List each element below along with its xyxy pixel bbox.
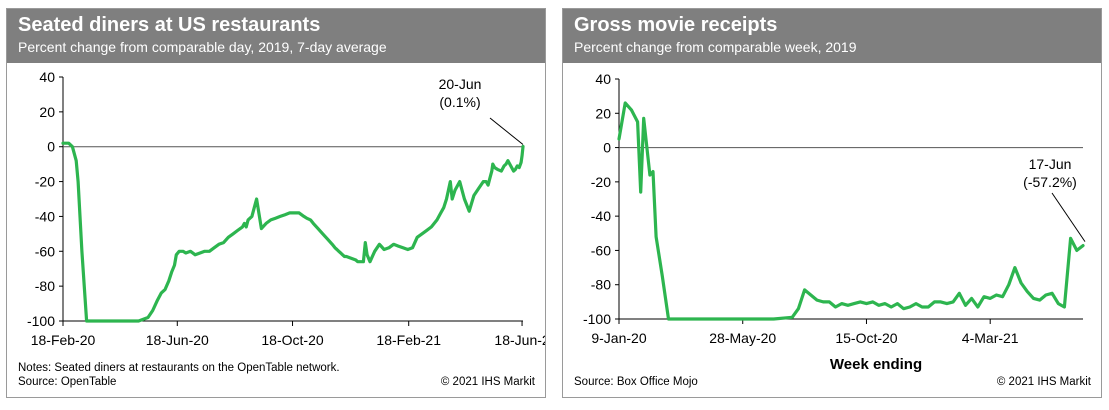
y-tick-label: 0: [603, 140, 611, 156]
chart-copyright: © 2021 IHS Markit: [996, 376, 1091, 388]
annotation-date: 20-Jun: [439, 76, 482, 92]
x-tick-label: 18-Oct-20: [261, 332, 323, 348]
y-tick-label: -40: [35, 208, 55, 224]
y-tick-label: -20: [35, 174, 55, 190]
annotation-date: 17-Jun: [1029, 156, 1072, 172]
chart-copyright: © 2021 IHS Markit: [440, 376, 535, 388]
chart-header: Gross movie receipts Percent change from…: [563, 9, 1101, 63]
annotation-leader: [489, 117, 524, 145]
x-tick-label: 18-Jun-2: [494, 332, 545, 348]
y-tick-label: 20: [595, 105, 611, 121]
x-tick-label: 18-Jun-20: [146, 332, 209, 348]
y-tick-label: 40: [39, 69, 55, 85]
chart-source: Source: OpenTable: [18, 376, 117, 388]
x-tick-label: 15-Oct-20: [835, 330, 897, 346]
movie-chart-panel: Gross movie receipts Percent change from…: [562, 8, 1102, 398]
chart-subtitle: Percent change from comparable day, 2019…: [18, 39, 387, 55]
restaurant-line-chart: 40 20 0 -20 -40 -60 -80 -100 18-Feb-20 18-Jun-20 1…: [27, 69, 545, 348]
y-tick-label: -100: [583, 311, 611, 327]
y-tick-label: -60: [35, 243, 55, 259]
y-tick-label: -80: [591, 277, 611, 293]
restaurant-chart-panel: Seated diners at US restaurants Percent …: [6, 8, 546, 398]
y-tick-label: 20: [39, 104, 55, 120]
x-tick-label: 18-Feb-21: [376, 332, 441, 348]
x-tick-label: 4-Mar-21: [962, 330, 1019, 346]
x-tick-label: 9-Jan-20: [591, 330, 646, 346]
movie-line-chart: 40 20 0 -20 -40 -60 -80 -100 9-Jan-20 28-May-20 15…: [583, 71, 1086, 373]
chart-header: Seated diners at US restaurants Percent …: [7, 9, 545, 63]
x-axis-label: Week ending: [830, 356, 922, 373]
annotation-value: (0.1%): [439, 94, 480, 110]
y-tick-label: -60: [591, 242, 611, 258]
annotation-value: (-57.2%): [1023, 174, 1077, 190]
y-tick-label: 0: [47, 139, 55, 155]
x-tick-label: 18-Feb-20: [31, 332, 96, 348]
annotation-leader: [1051, 192, 1086, 242]
chart-subtitle: Percent change from comparable week, 201…: [574, 39, 857, 55]
x-tick-label: 28-May-20: [709, 330, 776, 346]
y-tick-label: -80: [35, 278, 55, 294]
chart-source: Source: Box Office Mojo: [574, 376, 698, 388]
chart-title: Seated diners at US restaurants: [18, 14, 321, 36]
y-tick-label: -40: [591, 208, 611, 224]
y-tick-label: -100: [27, 313, 55, 329]
series-line: [61, 141, 525, 323]
chart-notes: Notes: Seated diners at restaurants on t…: [18, 362, 340, 374]
series-line: [617, 101, 1085, 321]
chart-title: Gross movie receipts: [574, 14, 778, 36]
y-tick-label: 40: [595, 71, 611, 87]
y-tick-label: -20: [591, 174, 611, 190]
